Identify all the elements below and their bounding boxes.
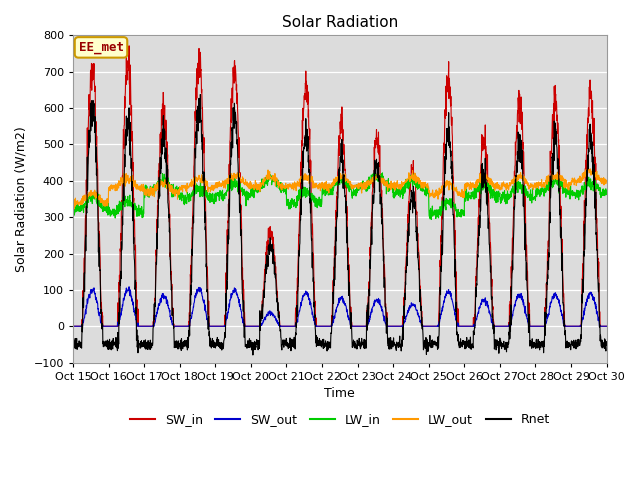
Rnet xyxy=(218,340,226,346)
Line: Rnet: Rnet xyxy=(73,95,607,355)
Legend: SW_in, SW_out, LW_in, LW_out, Rnet: SW_in, SW_out, LW_in, LW_out, Rnet xyxy=(125,408,555,431)
SW_out xyxy=(367,312,374,317)
Rnet xyxy=(249,352,257,358)
Title: Solar Radiation: Solar Radiation xyxy=(282,15,398,30)
LW_out xyxy=(571,175,579,181)
X-axis label: Time: Time xyxy=(324,387,355,400)
Rnet xyxy=(367,236,375,241)
SW_in xyxy=(367,240,374,245)
LW_in xyxy=(495,192,503,198)
Rnet xyxy=(571,339,579,345)
LW_out xyxy=(584,165,592,170)
LW_in xyxy=(218,190,226,195)
LW_out xyxy=(69,199,77,204)
LW_in xyxy=(372,170,380,176)
Rnet xyxy=(603,339,611,345)
LW_out xyxy=(367,181,374,187)
Rnet xyxy=(69,344,77,349)
SW_in xyxy=(571,324,579,329)
LW_out xyxy=(495,186,502,192)
SW_out xyxy=(355,324,363,329)
LW_in xyxy=(428,216,435,222)
Y-axis label: Solar Radiation (W/m2): Solar Radiation (W/m2) xyxy=(15,126,28,272)
SW_in xyxy=(603,324,611,329)
SW_out xyxy=(603,324,611,329)
SW_in xyxy=(69,324,77,329)
SW_in xyxy=(495,324,502,329)
Rnet xyxy=(196,92,204,97)
SW_in xyxy=(125,43,133,48)
SW_out xyxy=(69,324,77,329)
LW_in xyxy=(69,204,77,210)
SW_out xyxy=(571,324,579,329)
SW_out xyxy=(556,303,563,309)
Line: LW_out: LW_out xyxy=(73,168,607,209)
Rnet xyxy=(556,212,564,217)
LW_in xyxy=(556,181,564,187)
LW_in xyxy=(355,182,363,188)
LW_out xyxy=(218,183,226,189)
SW_in xyxy=(218,324,226,329)
SW_out xyxy=(218,324,226,329)
LW_in xyxy=(603,188,611,194)
SW_out xyxy=(125,284,133,289)
Line: LW_in: LW_in xyxy=(73,173,607,219)
SW_in xyxy=(556,178,563,184)
LW_out xyxy=(355,180,363,186)
LW_out xyxy=(603,179,611,184)
Line: SW_out: SW_out xyxy=(73,287,607,326)
LW_in xyxy=(571,192,579,198)
LW_out xyxy=(556,173,563,179)
Line: SW_in: SW_in xyxy=(73,46,607,326)
LW_out xyxy=(70,206,78,212)
LW_in xyxy=(367,180,374,186)
SW_in xyxy=(355,324,363,329)
Text: EE_met: EE_met xyxy=(79,41,124,54)
Rnet xyxy=(356,340,364,346)
Rnet xyxy=(495,345,503,351)
SW_out xyxy=(495,324,502,329)
